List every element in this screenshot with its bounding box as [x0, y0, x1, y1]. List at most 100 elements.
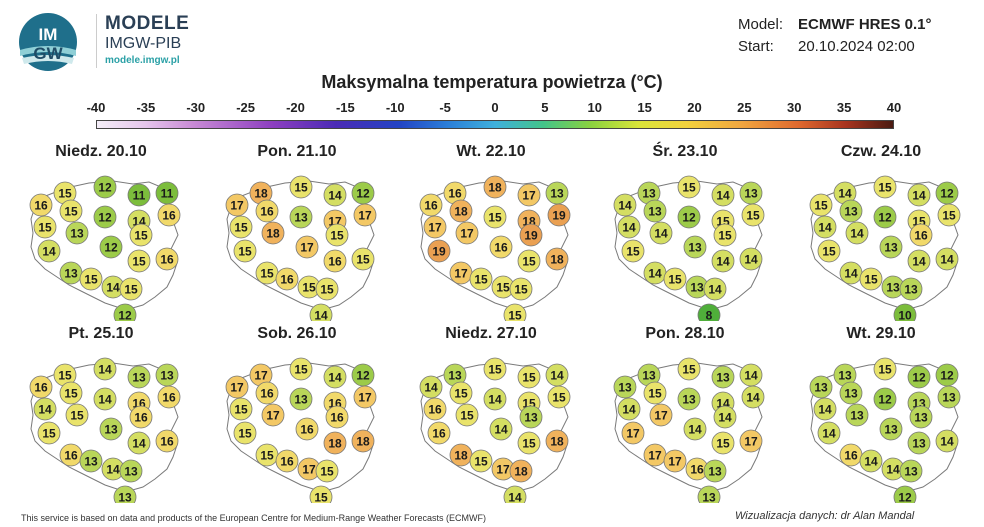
temperature-marker: 13	[685, 275, 709, 299]
temperature-marker: 14	[613, 193, 637, 217]
temperature-value: 13	[942, 391, 956, 405]
temperature-marker: 14	[845, 221, 869, 245]
temperature-value: 15	[682, 363, 696, 377]
temperature-value: 16	[690, 463, 704, 477]
temperature-value: 13	[716, 371, 730, 385]
temperature-marker: 14	[703, 277, 727, 301]
temperature-marker: 15	[663, 267, 687, 291]
temperature-dot	[677, 387, 701, 411]
brand-url[interactable]: modele.imgw.pl	[105, 55, 180, 66]
temperature-value: 15	[132, 255, 146, 269]
temperature-dot	[711, 365, 735, 389]
temperature-value: 13	[702, 491, 716, 504]
temperature-marker: 15	[711, 431, 735, 455]
temperature-marker: 15	[469, 449, 493, 473]
temperature-marker: 14	[741, 385, 765, 409]
temperature-value: 16	[844, 449, 858, 463]
temperature-value: 15	[260, 267, 274, 281]
temperature-value: 13	[448, 369, 462, 383]
temperature-value: 18	[550, 253, 564, 267]
temperature-value: 14	[886, 463, 900, 477]
panel-day-label: Sob. 26.10	[257, 325, 337, 342]
temperature-value: 16	[494, 241, 508, 255]
temperature-marker: 13	[65, 221, 89, 245]
temperature-marker: 17	[739, 429, 763, 453]
temperature-value: 13	[64, 267, 78, 281]
temperature-value: 14	[98, 393, 112, 407]
temperature-value: 12	[98, 211, 112, 225]
temperature-value: 17	[358, 391, 372, 405]
temperature-marker: 13	[127, 365, 151, 389]
temperature-value: 15	[302, 281, 316, 295]
temperature-marker: 15	[297, 275, 321, 299]
temperature-value: 15	[942, 209, 956, 223]
temperature-value: 16	[328, 255, 342, 269]
temperature-value: 17	[460, 227, 474, 241]
temperature-value: 13	[132, 371, 146, 385]
temperature-value: 18	[254, 187, 268, 201]
temperature-dot	[893, 303, 917, 321]
temperature-marker: 14	[907, 249, 931, 273]
temperature-marker: 18	[449, 443, 473, 467]
temperature-value: 16	[330, 411, 344, 425]
temperature-value: 17	[668, 455, 682, 469]
temperature-value: 14	[746, 391, 760, 405]
temperature-marker: 16	[155, 247, 179, 271]
temperature-value: 17	[230, 381, 244, 395]
temperature-marker: 13	[833, 363, 857, 387]
temperature-dot	[739, 429, 763, 453]
brand-org: IMGW-PIB	[105, 35, 182, 52]
temperature-value: 15	[716, 437, 730, 451]
temperature-value: 16	[260, 387, 274, 401]
temperature-dot	[29, 193, 53, 217]
temperature-marker: 13	[909, 405, 933, 429]
temperature-value: 16	[280, 273, 294, 287]
temperature-marker: 15	[547, 385, 571, 409]
temperature-value: 14	[328, 189, 342, 203]
temperature-dot	[59, 199, 83, 223]
temperature-dot	[937, 385, 961, 409]
temperature-dot	[517, 431, 541, 455]
temperature-marker: 17	[449, 261, 473, 285]
temperature-value: 18	[550, 435, 564, 449]
colorbar-tick: -15	[335, 100, 355, 115]
temperature-value: 13	[884, 423, 898, 437]
temperature-value: 15	[124, 283, 138, 297]
brand-name: MODELE	[105, 13, 190, 34]
colorbar-tick: -30	[186, 100, 206, 115]
temperature-value: 14	[38, 403, 52, 417]
temperature-value: 12	[878, 393, 892, 407]
temperature-marker: 15	[873, 357, 897, 381]
temperature-dot	[649, 403, 673, 427]
forecast-map-panel: Sob. 26.10 17 15 14 12 17 16 13 16 17 15 17 16 15 16 18…	[212, 325, 382, 517]
temperature-value: 13	[690, 281, 704, 295]
temperature-dot	[93, 205, 117, 229]
temperature-dot	[323, 249, 347, 273]
temperature-value: 14	[98, 363, 112, 377]
temperature-dot	[935, 429, 959, 453]
temperature-dot	[483, 175, 507, 199]
temperature-marker: 18	[545, 247, 569, 271]
page-title: Maksymalna temperatura powietrza (°C)	[321, 72, 663, 92]
temperature-marker: 11	[127, 183, 151, 207]
temperature-marker: 16	[129, 405, 153, 429]
temperature-marker: 14	[545, 363, 569, 387]
temperature-marker: 17	[353, 385, 377, 409]
temperature-dot	[351, 429, 375, 453]
temperature-dot	[697, 485, 721, 503]
temperature-marker: 14	[483, 387, 507, 411]
temperature-value: 15	[474, 273, 488, 287]
temperature-dot	[643, 199, 667, 223]
temperature-value: 19	[432, 245, 446, 259]
temperature-marker: 14	[817, 421, 841, 445]
temperature-value: 13	[838, 369, 852, 383]
temperature-marker: 16	[275, 449, 299, 473]
temperature-marker: 12	[935, 363, 959, 387]
temperature-value: 14	[708, 283, 722, 297]
temperature-marker: 12	[907, 365, 931, 389]
temperature-marker: 15	[517, 365, 541, 389]
temperature-value: 18	[514, 465, 528, 479]
temperature-marker: 14	[489, 417, 513, 441]
